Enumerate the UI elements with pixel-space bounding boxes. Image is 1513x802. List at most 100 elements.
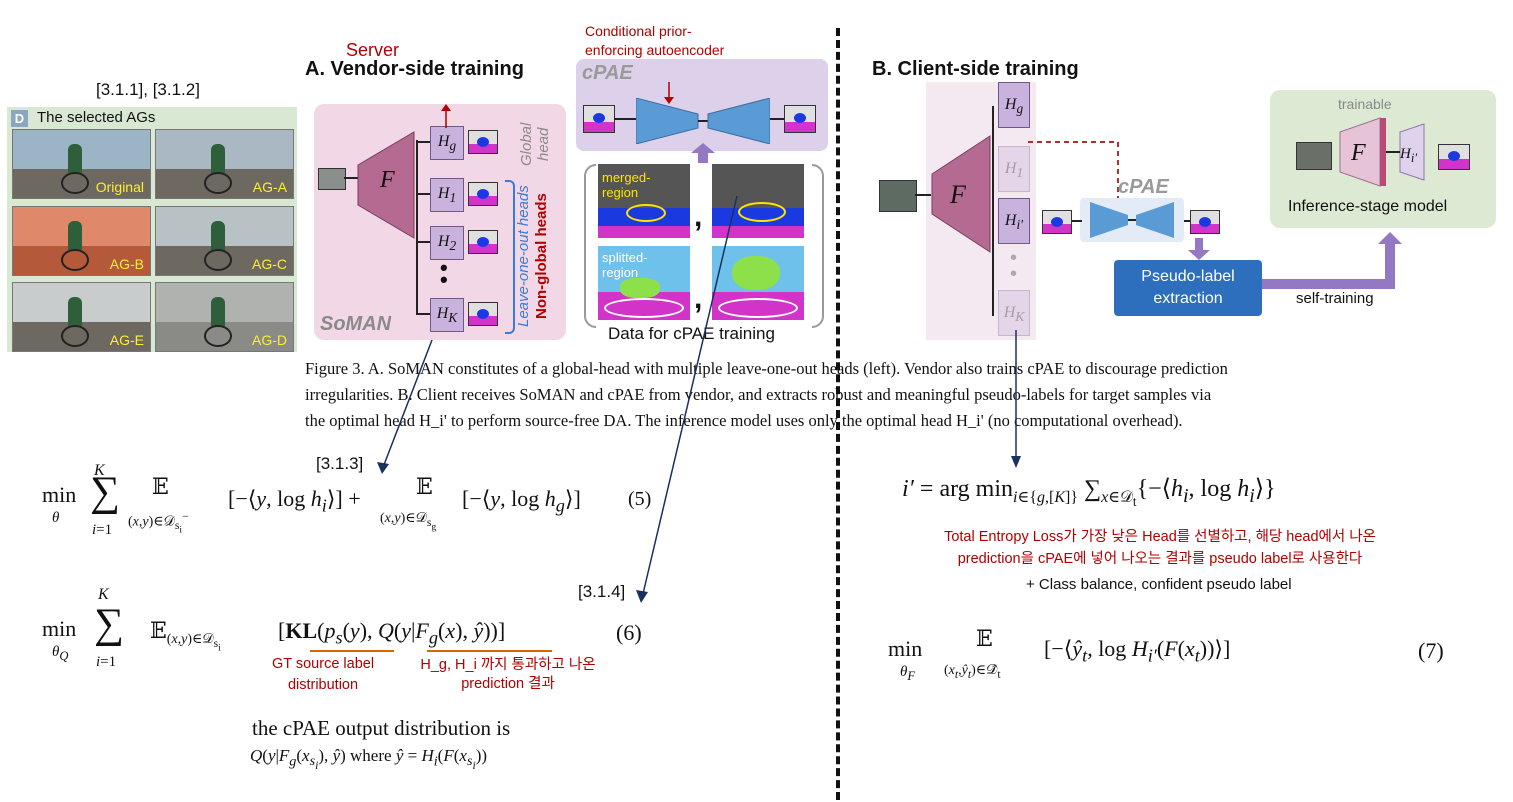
equation-7: min θF 𝔼 (xt,ŷt)∈𝒟̂t [−⟨ŷt, log Hi′(F(xt… [888, 626, 1444, 683]
entropy-note: Total Entropy Loss가 가장 낮은 Head를 선별하고, 해당… [880, 526, 1440, 570]
eq7-number: (7) [1418, 638, 1444, 663]
soman-label: SoMAN [320, 313, 392, 335]
self-training-arrow [1262, 232, 1402, 289]
ref-313: [3.1.3] [316, 454, 364, 473]
ag-image-b: AG-B [12, 206, 151, 276]
cpae-encoder-decoder [636, 98, 770, 144]
eq5-number: (5) [628, 488, 652, 510]
client-encoder [931, 135, 991, 253]
cpae-note: Conditional prior-enforcing autoencoder [585, 23, 725, 58]
cpae-output-seg [784, 105, 816, 133]
client-head-k: HK [998, 290, 1030, 336]
splitted-image-2 [712, 246, 804, 320]
soman-f-label: F [380, 167, 395, 193]
seg-output [468, 130, 498, 154]
figure-caption: Figure 3. A. SoMAN constitutes of a glob… [305, 356, 1505, 434]
ref-314: [3.1.4] [578, 582, 626, 601]
equation-5: min θ K ∑ i=1 𝔼 (x,y)∈𝒟si− [−⟨y, log hi⟩… [42, 462, 652, 538]
head-label: H [437, 233, 450, 250]
client-cpae-output-seg [1190, 210, 1220, 234]
ag-label: AG-E [109, 332, 144, 348]
client-title: B. Client-side training [872, 58, 1079, 80]
client-input-image [879, 180, 917, 212]
head-label: H [437, 185, 450, 202]
comma-glyph: , [694, 200, 703, 233]
eq6-number: (6) [616, 620, 642, 645]
ellipsis-dots: • • [440, 255, 448, 292]
cpae-output-formula: Q(y|Fg(xsi), ŷ) where ŷ = Hi(F(xsi)) [250, 746, 488, 773]
head-sub: 1 [1016, 165, 1024, 181]
pseudo-label-box: Pseudo-label extraction [1114, 260, 1262, 316]
gt-note: GT source label distribution [271, 656, 375, 693]
inference-input-image [1296, 142, 1332, 170]
class-balance-note: + Class balance, confident pseudo label [1026, 576, 1292, 593]
cpae-input-seg [583, 105, 615, 133]
ag-label: AG-A [252, 179, 287, 195]
head-label: H [436, 305, 449, 322]
seg-output [468, 302, 498, 326]
inference-f-label: F [1351, 140, 1366, 166]
caption-line-1: Figure 3. A. SoMAN constitutes of a glob… [305, 359, 1228, 378]
head-2: H2 [430, 226, 464, 260]
vendor-title: A. Vendor-side training [305, 58, 524, 80]
comma-glyph: , [694, 282, 703, 315]
trainable-label: trainable [1338, 96, 1392, 112]
entropy-note-line-2: prediction을 cPAE에 넣어 나오는 결과를 pseudo labe… [957, 551, 1363, 567]
ag-image-d: AG-D [155, 282, 294, 352]
head-global: Hg [430, 126, 464, 160]
caption-line-3: the optimal head H_i' to perform source-… [305, 411, 1183, 430]
head-sub: K [1015, 309, 1025, 325]
ag-label: AG-D [252, 332, 287, 348]
caption-line-2: irregularities. B. Client receives SoMAN… [305, 385, 1212, 404]
merged-image-2 [712, 164, 804, 238]
head-sub: 1 [449, 190, 457, 206]
head-label: H [437, 133, 450, 150]
client-cpae-shape [1090, 202, 1174, 238]
inference-label: Inference-stage model [1288, 198, 1448, 215]
head-sub: g [1016, 101, 1024, 117]
inference-output-seg [1438, 144, 1470, 170]
down-thick-arrow-icon [1188, 238, 1210, 260]
head-1: H1 [430, 178, 464, 212]
ag-label: AG-B [109, 256, 144, 272]
ag-image-c: AG-C [155, 206, 294, 276]
ag-title: The selected AGs [37, 109, 156, 126]
inference-model-shape [1339, 117, 1425, 187]
pred-note: H_g, H_i 까지 통과하고 나온 prediction 결과 [420, 657, 596, 692]
splitted-region-label: splitted-region [602, 250, 648, 280]
head-label: H [1003, 304, 1016, 321]
self-training-label: self-training [1296, 290, 1374, 307]
cpae-data-caption: Data for cPAE training [608, 324, 775, 343]
client-f-label: F [950, 180, 966, 209]
dashed-divider [836, 28, 840, 800]
soman-encoder [357, 131, 415, 239]
head-sub: g [449, 138, 457, 154]
ellipsis-dots: • • [1010, 247, 1018, 285]
equation-6: min θQ K ∑ i=1 𝔼(x,y)∈𝒟si [KL(ps(y), Q(y… [42, 586, 642, 670]
ag-panel: D The selected AGs Original AG-A AG-B AG… [7, 107, 297, 352]
client-head-1: H1 [998, 146, 1030, 192]
down-arrow-icon [664, 82, 674, 104]
entropy-note-line-1: Total Entropy Loss가 가장 낮은 Head를 선별하고, 해당… [944, 529, 1376, 545]
ag-refs: [3.1.1], [3.1.2] [96, 80, 200, 99]
ag-label: Original [95, 179, 144, 195]
seg-output [468, 182, 498, 206]
head-sub: K [448, 310, 458, 326]
client-head-g: Hg [998, 82, 1030, 128]
loo-bracket [505, 180, 515, 334]
ag-image-original: Original [12, 129, 151, 199]
ag-image-e: AG-E [12, 282, 151, 352]
up-thick-arrow-icon [691, 143, 715, 163]
seg-output [468, 230, 498, 254]
head-k: HK [430, 298, 464, 332]
head-sub: 2 [449, 238, 457, 254]
soman-input-image [318, 168, 346, 190]
inference-head-label: Hi′ [1400, 146, 1418, 165]
merged-image-1: merged-region [598, 164, 690, 238]
pred-underline [427, 650, 552, 652]
ag-image-a: AG-A [155, 129, 294, 199]
head-label: H [1004, 96, 1017, 113]
client-head-i-prime: Hi′ [998, 198, 1030, 244]
client-cpae-label: cPAE [1118, 176, 1169, 198]
